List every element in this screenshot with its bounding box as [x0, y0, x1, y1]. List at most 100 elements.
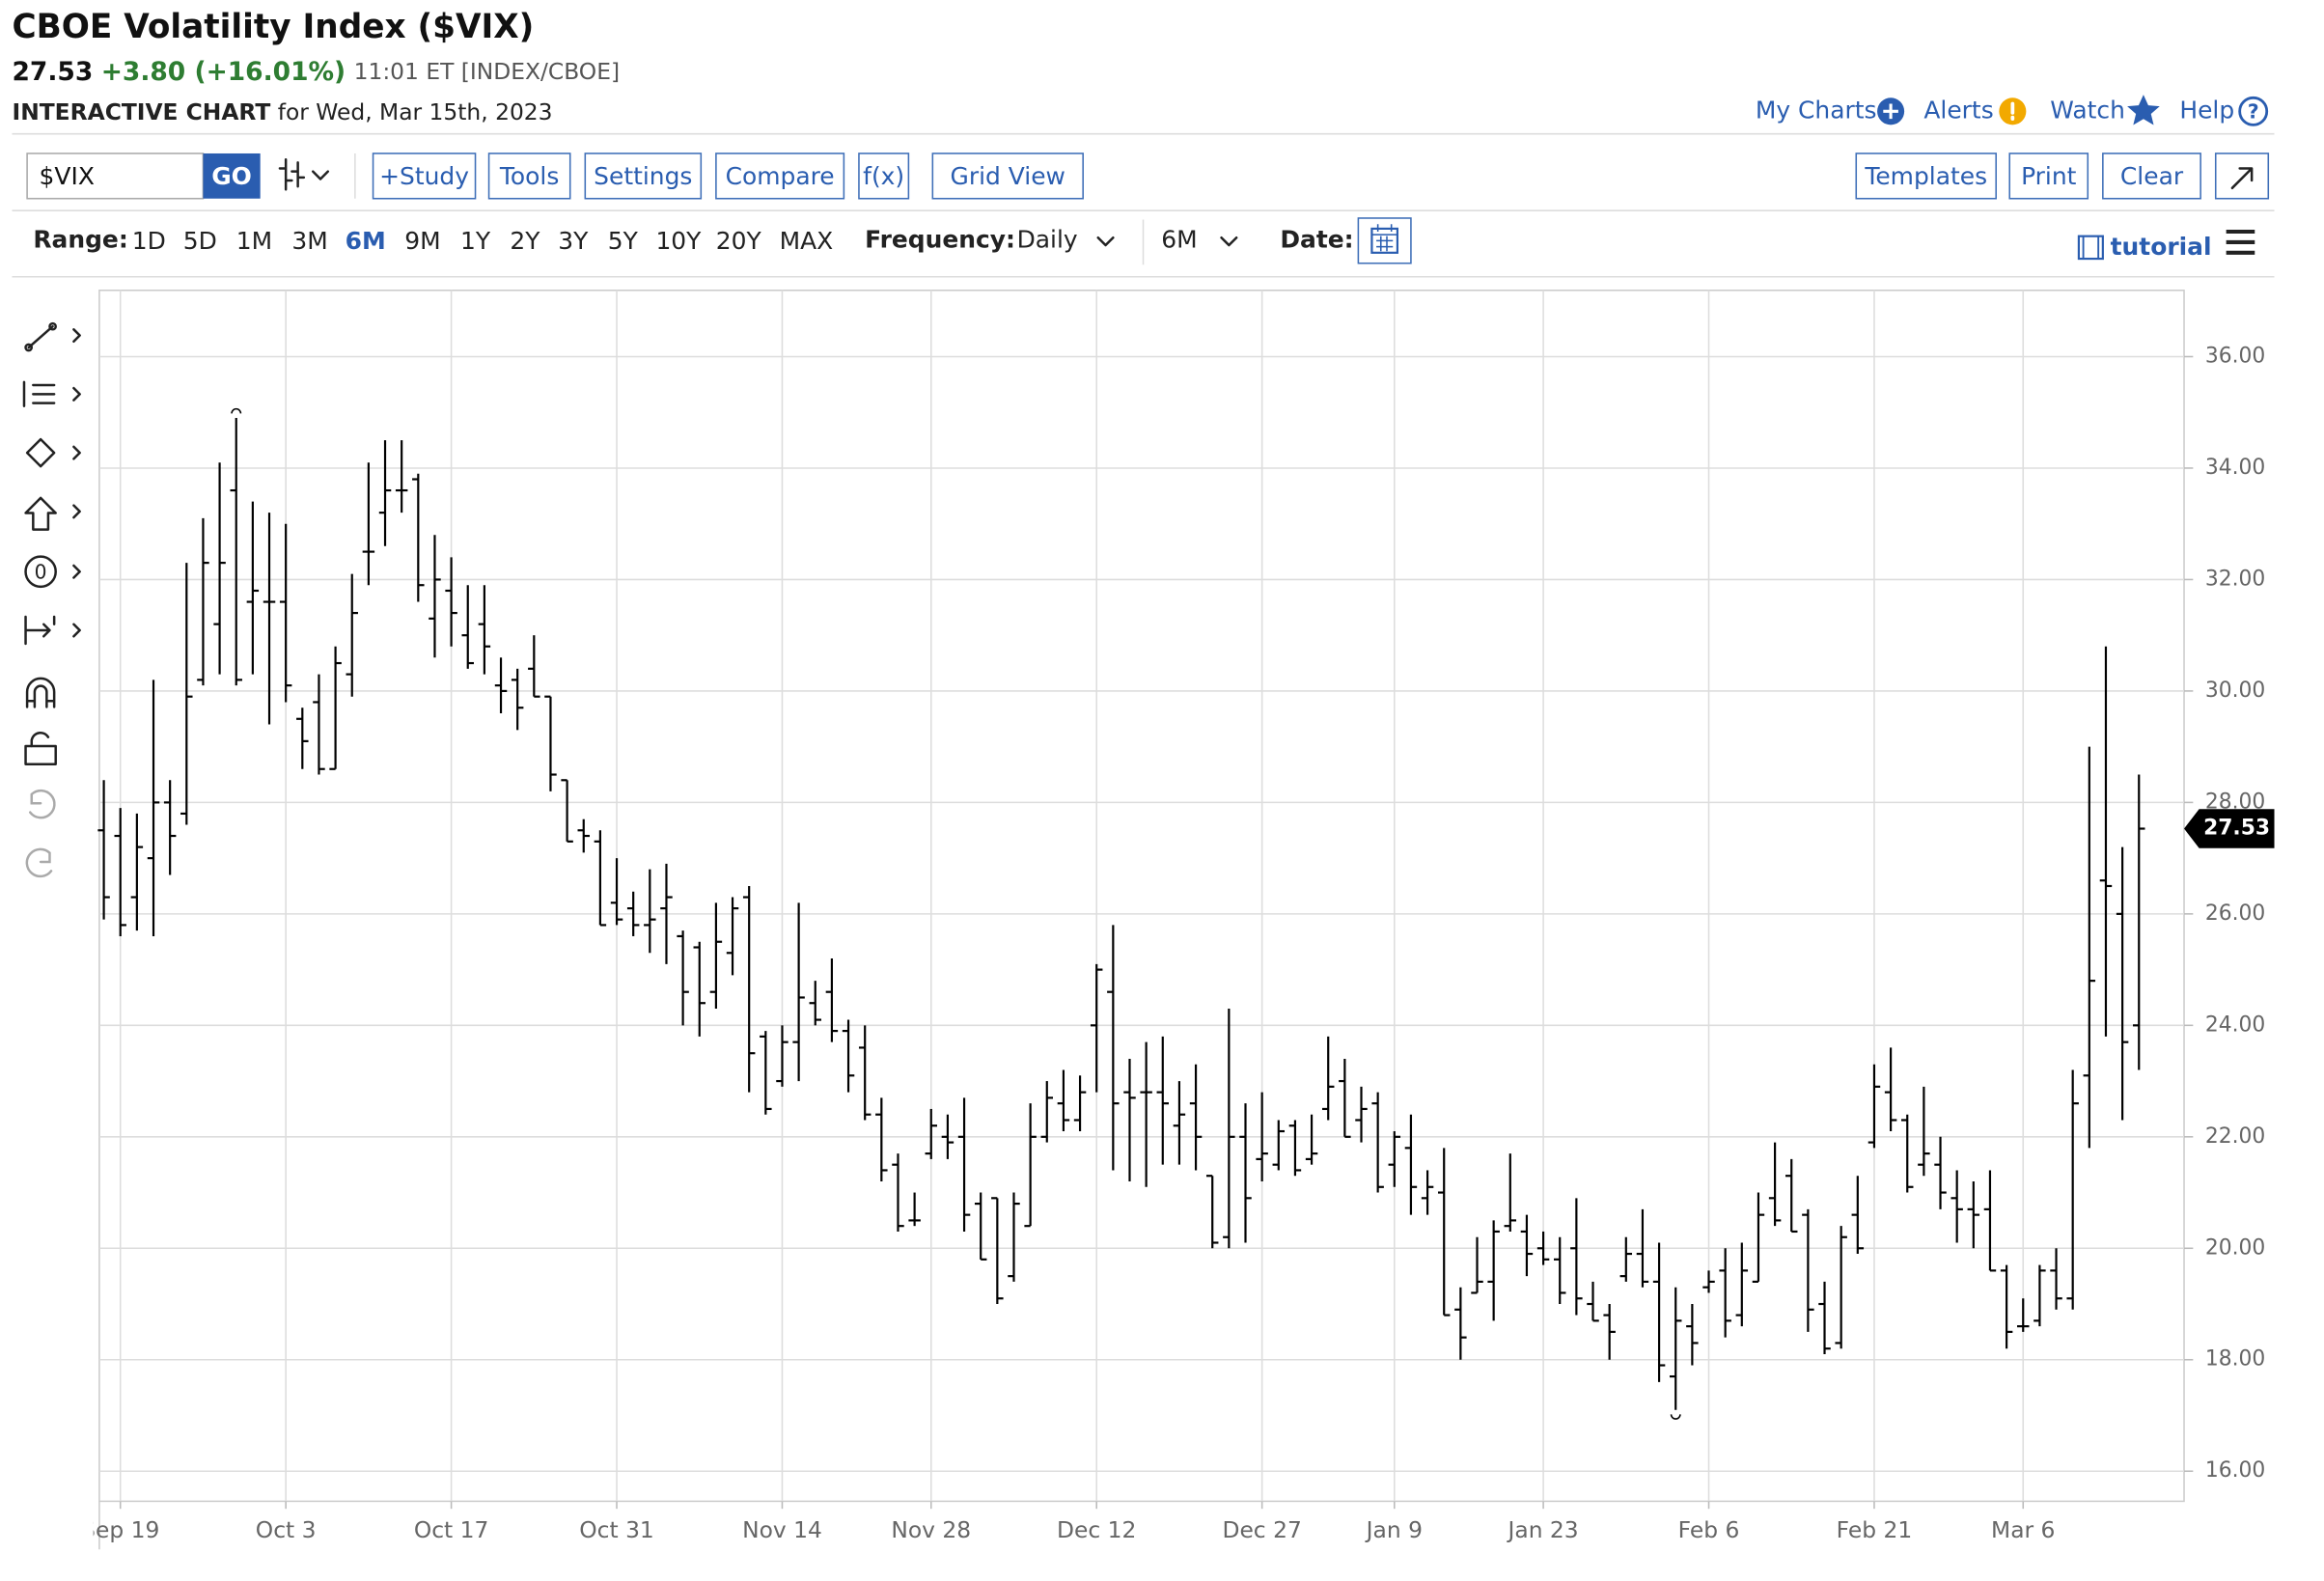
range-option[interactable]: MAX: [780, 227, 834, 255]
toolbar-button[interactable]: [931, 153, 1084, 200]
toolbar-button[interactable]: [858, 153, 910, 200]
range-option[interactable]: 10Y: [655, 227, 702, 255]
toolbar-button[interactable]: [2008, 153, 2089, 200]
tool-chevrons: [72, 328, 81, 638]
chevron: [1096, 236, 1115, 247]
drawing-tools: 0: [22, 321, 81, 878]
x-tick-label: Mar 6: [1991, 1516, 2055, 1543]
x-tick-label: Feb 21: [1837, 1516, 1913, 1543]
nav-link[interactable]: My Charts: [1756, 96, 1877, 124]
annotation-tool[interactable]: [24, 555, 57, 589]
menu-icon[interactable]: [2226, 229, 2255, 255]
axes: 16.0018.0020.0022.0024.0026.0028.0030.00…: [98, 344, 2275, 1550]
nav-link[interactable]: Help: [2179, 96, 2234, 124]
fib-tool[interactable]: [22, 380, 56, 408]
shape-tool[interactable]: [25, 437, 56, 468]
toolbar-button-text: Tools: [499, 162, 559, 190]
y-tick-label: 36.00: [2205, 344, 2265, 368]
x-axis-labels: Sep 19 Oct 3 Oct 17 Oct 31 Nov 14 Nov 28 Dec 1…: [81, 1516, 2056, 1543]
range-options: 1D 5D 1M 3M 6M 9M 1Y 2Y 3Y 5Y 10Y 20Y MAX: [132, 227, 833, 255]
range-option[interactable]: 2Y: [510, 227, 540, 255]
chart-type-picker[interactable]: [278, 157, 330, 191]
toolbar-button-text: +Study: [379, 162, 469, 190]
range-option[interactable]: 5Y: [608, 227, 639, 255]
nav-link[interactable]: Alerts: [1923, 96, 1993, 124]
annotation-glyph: 0: [35, 560, 47, 583]
date-label: Date:: [1280, 225, 1353, 253]
x-tick-label: Sep 19: [81, 1516, 159, 1543]
x-tick-label: Dec 27: [1222, 1516, 1301, 1543]
grid: [98, 290, 2185, 1502]
symbol-input[interactable]: [26, 153, 205, 200]
symbol-text: $VIX: [40, 162, 95, 190]
last-price-tag: [2184, 809, 2275, 848]
chart-label: INTERACTIVE CHART: [13, 97, 271, 125]
toolbar-button-text: Settings: [594, 162, 692, 190]
x-tick-label: Dec 12: [1057, 1516, 1136, 1543]
nav-link[interactable]: Watch: [2050, 96, 2125, 124]
range-option[interactable]: 1Y: [460, 227, 491, 255]
x-tick-label: Feb 6: [1678, 1516, 1740, 1543]
range-option[interactable]: 1M: [236, 227, 272, 255]
range-option[interactable]: 3Y: [558, 227, 589, 255]
undo-tool[interactable]: [28, 789, 56, 819]
toolbar-button-text: f(x): [863, 162, 904, 190]
range-option[interactable]: 1D: [132, 227, 166, 255]
toolbar-button-text: Clear: [2120, 162, 2184, 190]
price-change: +3.80 (+16.01%): [101, 56, 346, 86]
measure-tool[interactable]: [24, 615, 56, 646]
expand-button[interactable]: [2214, 153, 2270, 200]
go-button[interactable]: [203, 153, 261, 199]
quote-time: 11:01 ET [INDEX/CBOE]: [354, 57, 620, 84]
range-option[interactable]: 5D: [183, 227, 217, 255]
magnet-tool[interactable]: [25, 677, 56, 708]
frequency-label: Frequency:: [865, 225, 1015, 253]
range-option[interactable]: 20Y: [716, 227, 762, 255]
arrow-tool[interactable]: [24, 496, 57, 531]
range-option[interactable]: 3M: [291, 227, 327, 255]
x-tick-label: Jan 23: [1506, 1516, 1578, 1543]
last-price-label: 27.53: [2203, 817, 2270, 841]
tutorial-link[interactable]: tutorial: [2077, 233, 2212, 261]
watch-icon[interactable]: [2127, 95, 2160, 125]
help-icon[interactable]: [2238, 96, 2269, 126]
nav: My Charts Alerts Watch Help: [1756, 96, 2234, 124]
range-option[interactable]: 6M: [346, 227, 386, 255]
chevron: [311, 170, 330, 180]
chart-date: for Wed, Mar 15th, 2023: [278, 97, 553, 125]
nav-icons: ?: [1877, 95, 2269, 126]
lock-tool[interactable]: [24, 744, 57, 765]
range-option[interactable]: 9M: [404, 227, 440, 255]
toolbar-button[interactable]: [1855, 153, 1997, 200]
toolbar-button[interactable]: [372, 153, 477, 200]
period-value[interactable]: 6M: [1161, 225, 1197, 253]
y-tick-label: 34.00: [2205, 456, 2265, 480]
y-tick-label: 16.00: [2205, 1458, 2265, 1483]
toolbar-button-text: Templates: [1864, 162, 1987, 190]
x-tick-label: Nov 28: [891, 1516, 971, 1543]
redo-tool[interactable]: [25, 847, 53, 878]
bar-type-icon: [278, 157, 306, 191]
toolbar-button[interactable]: [584, 153, 703, 200]
x-tick-label: Oct 3: [256, 1516, 317, 1543]
toolbar-button[interactable]: [2102, 153, 2201, 200]
last-price: 27.53: [13, 56, 94, 86]
range-label: Range:: [33, 225, 127, 253]
y-tick-label: 32.00: [2205, 567, 2265, 591]
x-tick-label: Oct 17: [414, 1516, 489, 1543]
toolbar-button-text: Grid View: [951, 162, 1065, 190]
y-tick-label: 22.00: [2205, 1124, 2265, 1149]
line-tool[interactable]: [27, 324, 54, 349]
toolbar-button[interactable]: [487, 153, 571, 200]
high-marker: [231, 407, 242, 414]
y-tick-label: 20.00: [2205, 1235, 2265, 1260]
page-title: CBOE Volatility Index ($VIX): [13, 8, 535, 46]
chevron: [1220, 236, 1238, 247]
frequency-value[interactable]: Daily: [1017, 225, 1078, 253]
y-tick-label: 24.00: [2205, 1012, 2265, 1037]
toolbar-button[interactable]: [715, 153, 845, 200]
help-glyph: ?: [2248, 99, 2259, 123]
plus: [1883, 103, 1898, 120]
y-tick-label: 18.00: [2205, 1347, 2265, 1372]
